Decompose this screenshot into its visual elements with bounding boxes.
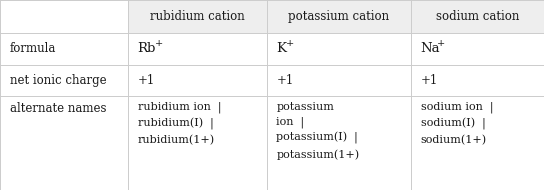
Text: sodium ion  |
sodium(I)  |
sodium(1+): sodium ion | sodium(I) | sodium(1+) <box>421 102 493 145</box>
Text: +: + <box>437 39 446 48</box>
Text: net ionic charge: net ionic charge <box>10 74 107 87</box>
Text: +1: +1 <box>421 74 438 87</box>
Text: K: K <box>276 42 286 55</box>
Bar <box>267 0 411 33</box>
Text: rubidium cation: rubidium cation <box>150 10 245 23</box>
Text: rubidium ion  |
rubidium(I)  |
rubidium(1+): rubidium ion | rubidium(I) | rubidium(1+… <box>138 102 221 145</box>
Text: +: + <box>286 39 294 48</box>
Text: potassium cation: potassium cation <box>288 10 389 23</box>
Text: +1: +1 <box>276 74 294 87</box>
Bar <box>128 0 267 33</box>
Text: +1: +1 <box>138 74 155 87</box>
Text: sodium cation: sodium cation <box>436 10 519 23</box>
Text: formula: formula <box>10 42 56 55</box>
Text: Rb: Rb <box>138 42 156 55</box>
Text: potassium
ion  |
potassium(I)  |
potassium(1+): potassium ion | potassium(I) | potassium… <box>276 102 360 160</box>
Text: Na: Na <box>421 42 440 55</box>
Text: alternate names: alternate names <box>10 102 106 115</box>
Bar <box>411 0 544 33</box>
Text: +: + <box>154 39 163 48</box>
